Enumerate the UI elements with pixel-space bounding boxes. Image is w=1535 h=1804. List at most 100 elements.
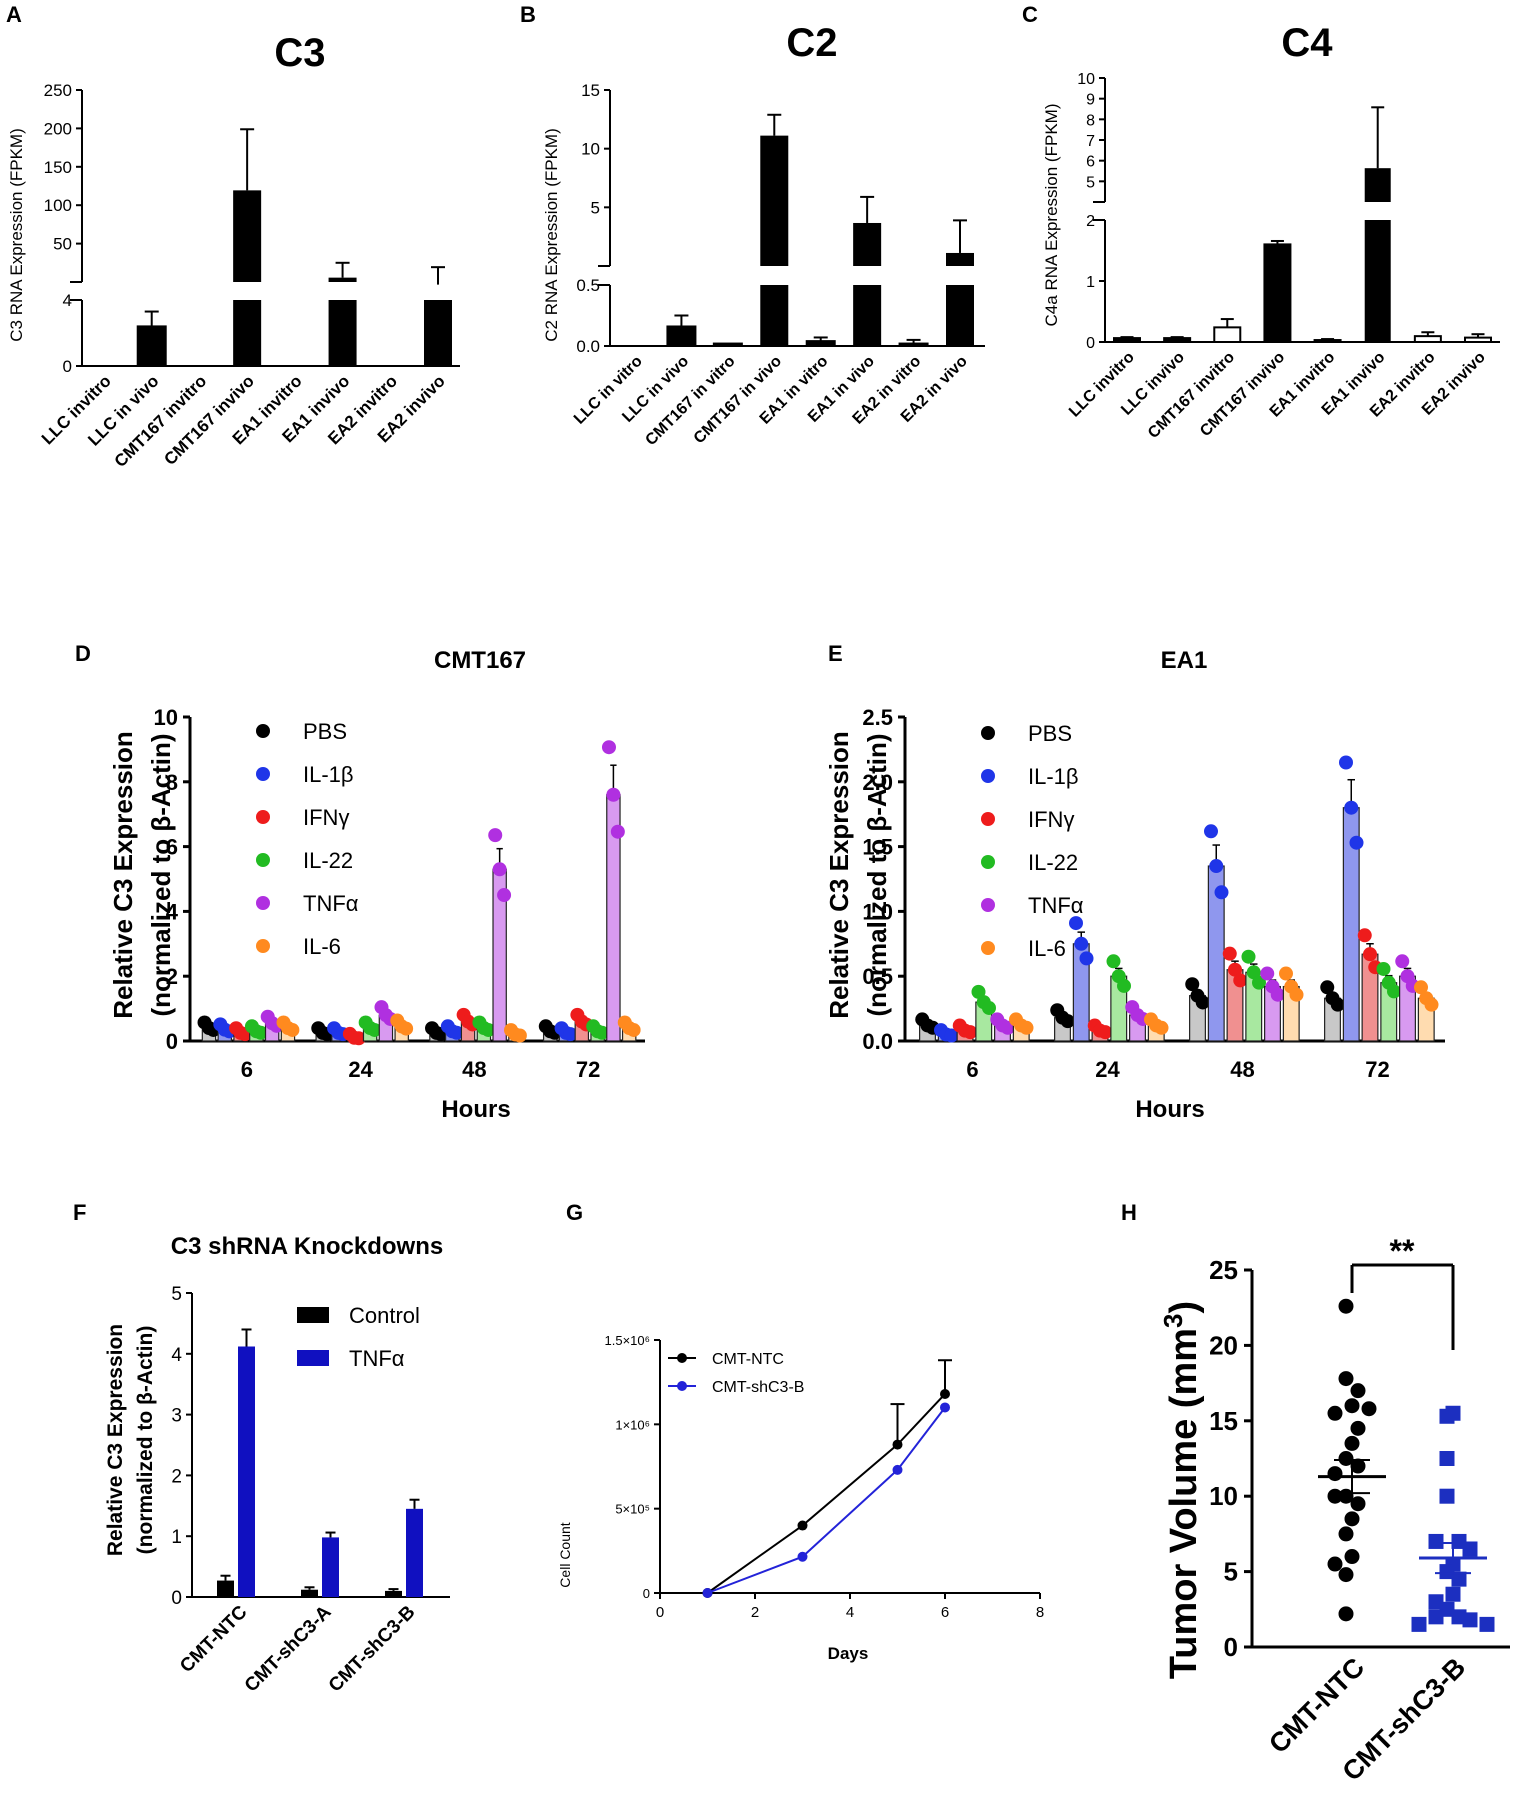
panel-d-data-point <box>512 1028 527 1043</box>
panel-h-data-point <box>1479 1616 1495 1632</box>
panel-e-title: EA1 <box>1161 647 1208 674</box>
panel-e-data-point <box>1106 954 1121 969</box>
panel-e-xtick-label: 6 <box>966 1057 978 1082</box>
panel-f-category-label: CMT-shC3-B <box>325 1602 420 1697</box>
panel-e-data-point <box>1395 954 1410 969</box>
panel-f-category-label: CMT-shC3-A <box>241 1601 336 1696</box>
panel-h-data-point <box>1428 1533 1444 1549</box>
panel-e-legend-label: IL-1β <box>1028 764 1079 789</box>
panel-e-data-point <box>1060 1014 1075 1029</box>
panel-a-ytick-label: 0 <box>63 357 72 376</box>
panel-h-data-point <box>1344 1549 1360 1565</box>
panel-b-bar <box>898 342 929 347</box>
panel-f-bar-control <box>217 1580 234 1597</box>
panel-d-ytick-label: 6 <box>166 835 178 860</box>
panel-e-data-point <box>1074 936 1089 951</box>
panel-e-data-point <box>1424 997 1439 1012</box>
panel-c-bar <box>1364 220 1391 342</box>
panel-h-data-point <box>1344 1435 1360 1451</box>
panel-b-ytick-label: 0.5 <box>576 276 600 295</box>
panel-d-legend-marker <box>256 853 270 867</box>
panel-h-data-point <box>1327 1556 1343 1572</box>
panel-c-bar <box>1413 335 1442 344</box>
panel-d-ytick-label: 4 <box>166 899 179 924</box>
panel-h-data-point <box>1361 1401 1377 1417</box>
panel-c-title: C4 <box>1281 21 1333 65</box>
panel-f: F C3 shRNA Knockdowns Relative C3 Expres… <box>73 1200 450 1696</box>
panel-h-data-point <box>1462 1541 1478 1557</box>
panel-h-data-point <box>1344 1511 1360 1527</box>
panel-c-ytick-label: 7 <box>1086 133 1095 150</box>
panel-a-ytick-label: 100 <box>44 196 72 215</box>
panel-f-legend-marker <box>297 1350 329 1366</box>
panel-e-legend-label: TNFα <box>1028 893 1084 918</box>
panel-f-letter: F <box>73 1200 86 1225</box>
panel-a-ylabel: C3 RNA Expression (FPKM) <box>7 128 26 342</box>
panel-a-bar <box>233 190 262 282</box>
panel-e-legend-marker <box>981 941 995 955</box>
panel-e-data-point <box>1320 980 1335 995</box>
panel-c-ytick-label: 8 <box>1086 112 1095 129</box>
panel-b-bar <box>853 222 882 266</box>
panel-e-data-point <box>1079 951 1094 966</box>
panel-c-ytick-label: 9 <box>1086 92 1095 109</box>
panel-h-data-point <box>1338 1371 1354 1387</box>
panel-h-ylabel-end: ) <box>1163 1301 1205 1314</box>
panel-h-data-point <box>1439 1408 1455 1424</box>
panel-c-ytick-label: 2 <box>1086 213 1095 230</box>
panel-f-ytick-label: 0 <box>171 1588 182 1609</box>
panel-b-ytick-label: 5 <box>591 198 600 217</box>
panel-h-data-point <box>1338 1606 1354 1622</box>
panel-d-title: CMT167 <box>434 647 526 674</box>
panel-d-xlabel: Hours <box>441 1096 510 1123</box>
panel-f-ytick-label: 5 <box>171 1284 182 1305</box>
panel-f-legend-label: Control <box>349 1303 420 1328</box>
panel-e-legend-marker <box>981 898 995 912</box>
panel-b-ytick-label: 10 <box>581 140 600 159</box>
panel-e-data-point <box>1279 966 1293 981</box>
panel-d-data-point <box>488 828 503 843</box>
panel-e-data-point <box>982 1000 996 1015</box>
panel-e-data-point <box>1252 975 1266 990</box>
panel-e-legend-label: IFNγ <box>1028 807 1074 832</box>
panel-g-legend-label: CMT-NTC <box>712 1351 784 1368</box>
panel-a-ytick-label: 50 <box>53 235 72 254</box>
panel-g-data-point <box>940 1388 950 1399</box>
panel-g-legend-marker <box>677 1353 687 1363</box>
panel-d-ytick-label: 2 <box>166 964 178 989</box>
panel-g-data-point <box>940 1402 950 1413</box>
panel-d-letter: D <box>75 641 91 666</box>
panel-d-legend-label: IFNγ <box>303 805 349 830</box>
panel-b-bar <box>712 342 743 347</box>
panel-h-data-point <box>1338 1298 1354 1314</box>
panel-e-legend-marker <box>981 726 995 740</box>
panel-a: A C3 C3 RNA Expression (FPKM) 0 4 50 100 150… <box>6 2 460 471</box>
panel-b-bar <box>853 285 882 346</box>
panel-c-bar <box>1263 243 1292 343</box>
panel-h-data-point <box>1350 1420 1366 1436</box>
panel-g-ytick-label: 1.5×10⁶ <box>605 1333 650 1348</box>
panel-a-ytick-label: 150 <box>44 158 72 177</box>
panel-b-bar <box>760 135 789 266</box>
panel-e-xlabel: Hours <box>1135 1096 1204 1123</box>
panel-e-legend-marker <box>981 769 995 783</box>
panel-d-legend-label: IL-22 <box>303 848 353 873</box>
panel-d-legend-label: IL-1β <box>303 762 354 787</box>
panel-d-data-point <box>285 1022 300 1037</box>
panel-g-data-point <box>797 1520 808 1531</box>
panel-b-title: C2 <box>786 21 837 65</box>
panel-d-xtick-label: 6 <box>241 1057 253 1082</box>
panel-c-bar <box>1313 339 1342 344</box>
panel-e-data-point <box>1233 973 1248 988</box>
panel-h-ytick-label: 5 <box>1224 1557 1238 1587</box>
panel-d-legend-marker <box>256 810 270 824</box>
panel-c-ytick-label: 10 <box>1077 71 1095 88</box>
panel-h-data-point <box>1411 1616 1427 1632</box>
panel-d-data-point <box>367 1022 382 1037</box>
panel-e-legend-marker <box>981 812 995 826</box>
panel-d-data-point <box>399 1021 414 1036</box>
panel-e-data-point <box>1098 1025 1113 1040</box>
panel-e-data-point <box>1195 995 1210 1010</box>
panel-e-data-point <box>1228 962 1242 977</box>
